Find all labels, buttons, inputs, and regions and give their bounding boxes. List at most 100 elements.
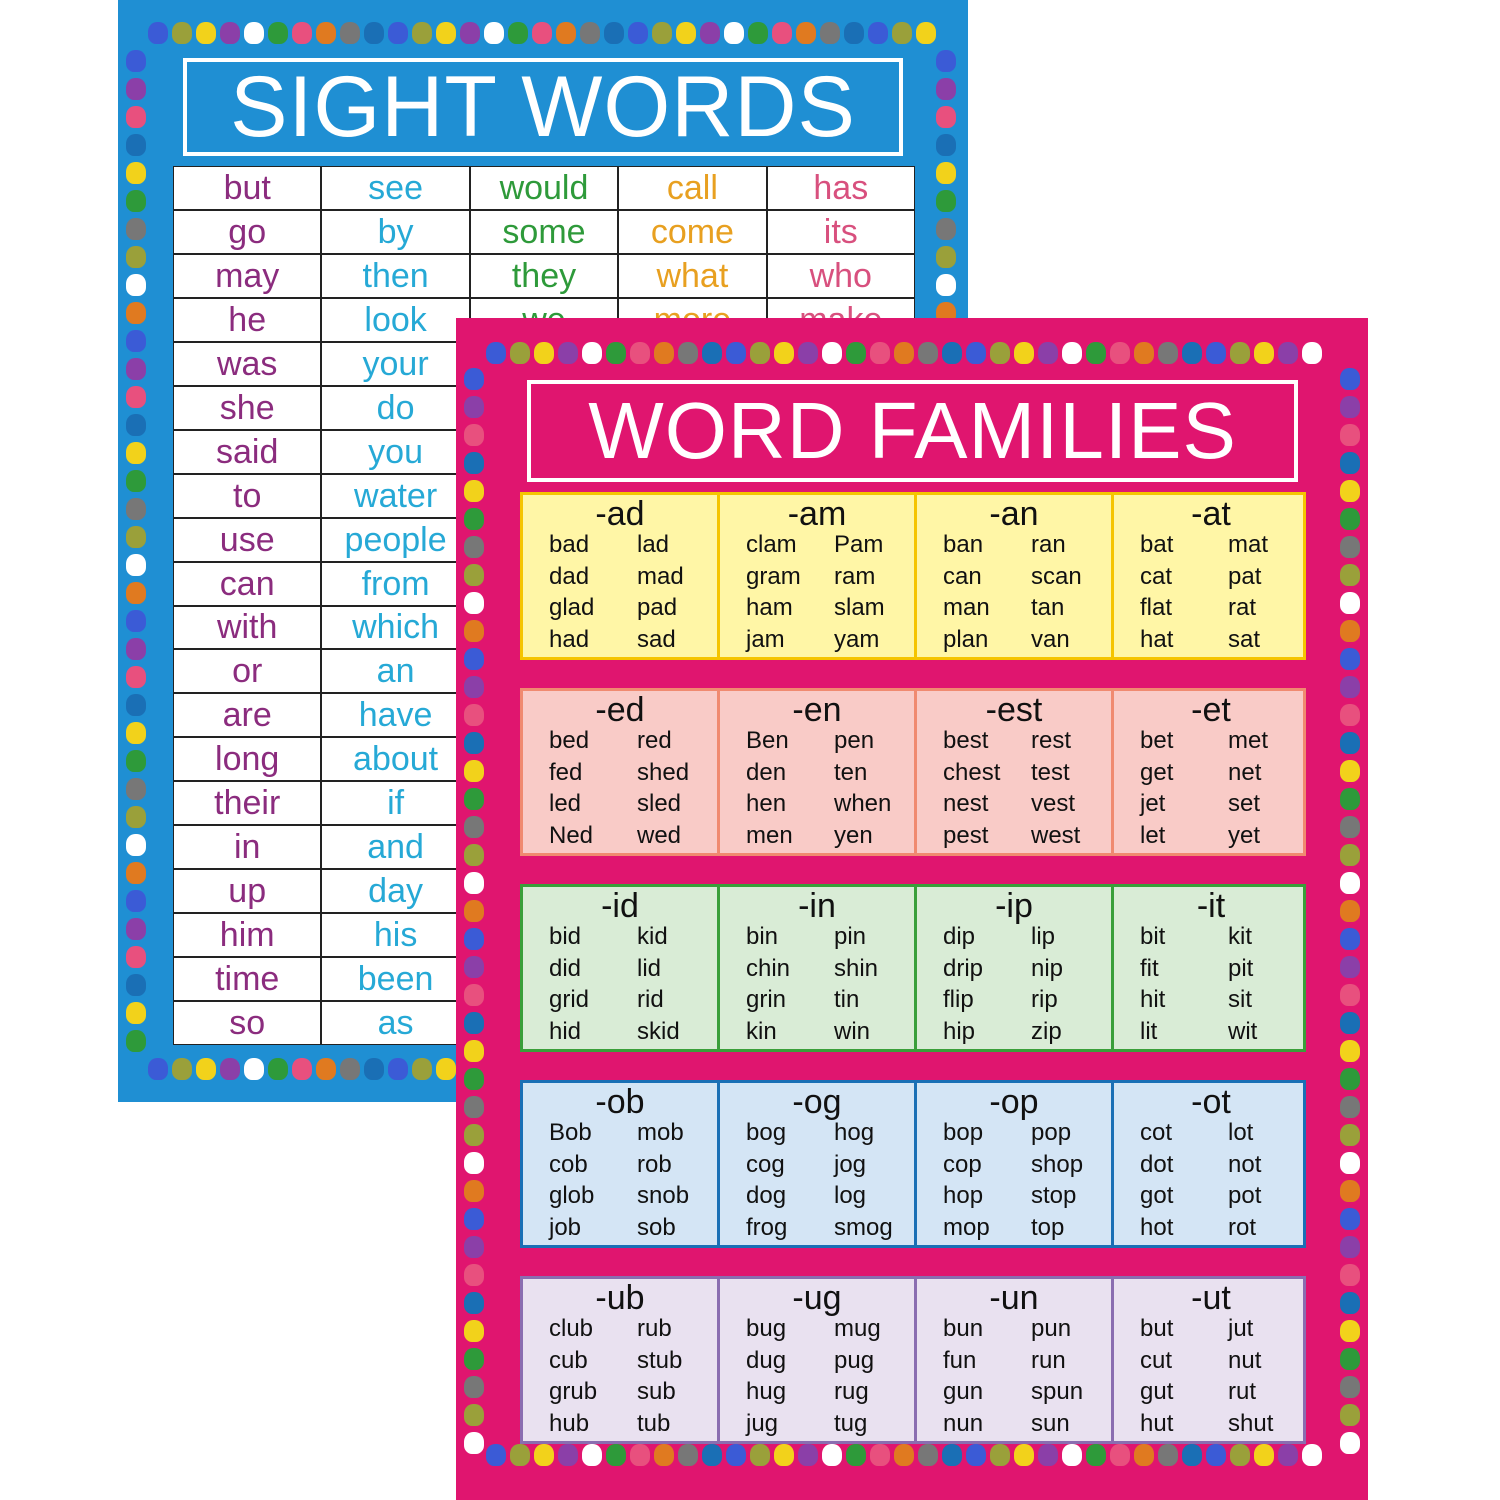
- word: lad: [637, 531, 670, 558]
- word-family-ub: -ub club rub cub stub grub sub hub tub: [523, 1279, 720, 1441]
- word: mug: [834, 1315, 881, 1342]
- word: dot: [1140, 1150, 1174, 1178]
- word: got: [1140, 1182, 1174, 1209]
- word-families-poster: WORD FAMILIES -ad bad lad dad mad glad pad had s…: [456, 318, 1368, 1500]
- handprint-icon: [126, 498, 146, 520]
- handprint-icon: [1340, 760, 1360, 782]
- handprint-icon: [676, 22, 696, 44]
- word: hat: [1140, 625, 1174, 653]
- handprint-icon: [464, 424, 484, 446]
- word-family-ending: -ot: [1191, 1083, 1231, 1121]
- handprint-icon: [464, 732, 484, 754]
- handprint-icon: [126, 386, 146, 408]
- handprint-icon: [1158, 342, 1178, 364]
- handprint-icon: [990, 342, 1010, 364]
- handprint-icon: [918, 1444, 938, 1466]
- handprint-icon: [1340, 956, 1360, 978]
- word: west: [1031, 821, 1081, 849]
- handprint-icon: [464, 1292, 484, 1314]
- word: Ned: [549, 821, 594, 849]
- word: rug: [834, 1378, 869, 1405]
- sight-word-cell: some: [469, 209, 619, 254]
- handprint-border-bottom: [486, 1444, 1322, 1466]
- handprint-icon: [534, 1444, 554, 1466]
- word: gun: [943, 1378, 984, 1405]
- word: ham: [746, 594, 793, 621]
- word-family-ending: -ed: [595, 691, 645, 729]
- handprint-icon: [292, 1058, 312, 1080]
- word: jug: [746, 1409, 779, 1437]
- handprint-icon: [126, 78, 146, 100]
- word-family-et: -et bet met get net jet set let yet: [1114, 691, 1308, 853]
- sight-word-cell: so: [173, 1001, 322, 1045]
- word: best: [943, 727, 989, 754]
- handprint-icon: [1340, 984, 1360, 1006]
- word: test: [1031, 758, 1070, 786]
- word: hub: [549, 1409, 590, 1437]
- handprint-icon: [340, 22, 360, 44]
- word-family-ending: -og: [792, 1083, 842, 1121]
- handprint-icon: [702, 1444, 722, 1466]
- word: fun: [943, 1346, 977, 1374]
- handprint-icon: [942, 1444, 962, 1466]
- word: jog: [834, 1150, 867, 1178]
- word: mob: [637, 1119, 684, 1146]
- handprint-icon: [1302, 342, 1322, 364]
- handprint-icon: [464, 1404, 484, 1426]
- handprint-icon: [148, 22, 168, 44]
- word: mop: [943, 1213, 990, 1241]
- handprint-icon: [870, 342, 890, 364]
- word: bet: [1140, 727, 1174, 754]
- handprint-icon: [1340, 620, 1360, 642]
- handprint-icon: [936, 50, 956, 72]
- sight-word-cell: long: [173, 737, 322, 782]
- word-family-ending: -ut: [1191, 1279, 1231, 1317]
- handprint-icon: [486, 342, 506, 364]
- word-family-ad: -ad bad lad dad mad glad pad had sad: [523, 495, 720, 657]
- handprint-icon: [464, 508, 484, 530]
- word: lid: [637, 954, 662, 982]
- word: bid: [549, 923, 582, 950]
- handprint-icon: [1254, 1444, 1274, 1466]
- handprint-icon: [1340, 788, 1360, 810]
- handprint-icon: [126, 442, 146, 464]
- word: glad: [549, 594, 595, 621]
- handprint-icon: [936, 162, 956, 184]
- sight-word-cell: time: [173, 957, 322, 1002]
- word-family-ending: -ip: [995, 887, 1033, 925]
- word: dip: [943, 923, 976, 950]
- handprint-icon: [126, 526, 146, 548]
- handprint-icon: [1340, 676, 1360, 698]
- word: wit: [1228, 1017, 1258, 1045]
- word: set: [1228, 790, 1261, 817]
- word: pot: [1228, 1182, 1262, 1209]
- sight-word-cell: can: [173, 561, 322, 606]
- word: pat: [1228, 562, 1262, 590]
- handprint-icon: [126, 106, 146, 128]
- word: top: [1031, 1213, 1065, 1241]
- sight-word-cell: in: [173, 825, 322, 870]
- handprint-icon: [464, 704, 484, 726]
- handprint-icon: [464, 788, 484, 810]
- handprint-icon: [604, 22, 624, 44]
- handprint-icon: [1340, 592, 1360, 614]
- handprint-border-top: [486, 342, 1322, 364]
- word: tub: [637, 1409, 671, 1437]
- sight-word-cell: may: [173, 253, 322, 298]
- handprint-icon: [582, 342, 602, 364]
- word: van: [1031, 625, 1070, 653]
- word-family-ut: -ut but jut cut nut gut rut hut shut: [1114, 1279, 1308, 1441]
- word: pit: [1228, 954, 1254, 982]
- sight-word-cell: an: [321, 649, 470, 694]
- word-family-in: -in bin pin chin shin grin tin kin win: [720, 887, 917, 1049]
- handprint-icon: [126, 918, 146, 940]
- sight-word-cell: him: [173, 913, 322, 958]
- word-family-row: -id bid kid did lid grid rid hid skid -in bin pin ch…: [520, 884, 1306, 1052]
- word: hid: [549, 1017, 582, 1045]
- handprint-icon: [364, 1058, 384, 1080]
- handprint-icon: [508, 22, 528, 44]
- handprint-icon: [1340, 1040, 1360, 1062]
- handprint-icon: [126, 134, 146, 156]
- word: hen: [746, 790, 787, 817]
- word: yet: [1228, 821, 1261, 849]
